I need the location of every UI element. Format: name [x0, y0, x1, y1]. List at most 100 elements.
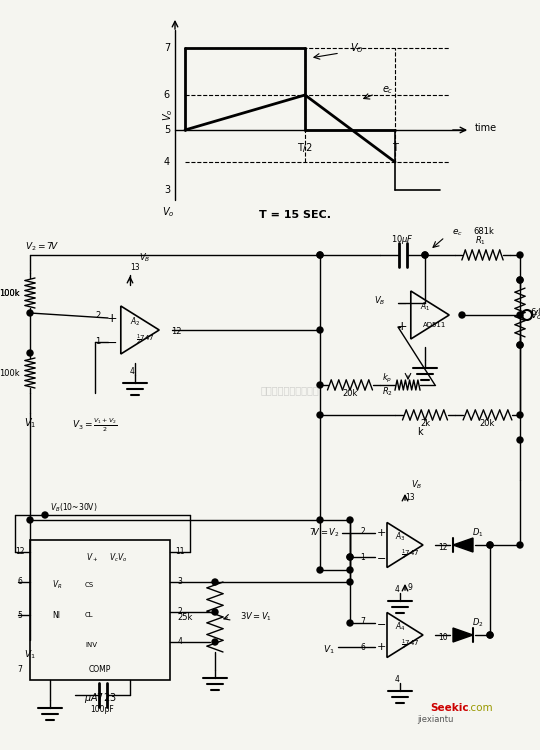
Circle shape — [422, 252, 428, 258]
Text: 25k: 25k — [178, 613, 193, 622]
Text: k: k — [417, 427, 423, 437]
Text: $V_1$: $V_1$ — [24, 416, 36, 430]
Text: $V_2=7V$: $V_2=7V$ — [25, 241, 59, 254]
Text: $V_B$: $V_B$ — [374, 295, 385, 307]
Text: INV: INV — [85, 642, 97, 648]
Text: 6.8k: 6.8k — [530, 308, 540, 317]
Circle shape — [347, 554, 353, 560]
Circle shape — [347, 517, 353, 523]
Text: $-$: $-$ — [396, 296, 408, 310]
Text: 6: 6 — [361, 643, 366, 652]
Text: T: T — [392, 143, 398, 153]
Text: $V_B$(10~30V): $V_B$(10~30V) — [50, 502, 97, 515]
Text: time: time — [475, 123, 497, 133]
Circle shape — [347, 579, 353, 585]
Text: 11: 11 — [176, 548, 185, 556]
Text: $V_+$: $V_+$ — [86, 552, 98, 564]
Text: 20k: 20k — [342, 388, 357, 398]
Circle shape — [487, 542, 493, 548]
Text: $R_1$: $R_1$ — [475, 235, 485, 248]
Text: Seekic: Seekic — [430, 703, 469, 713]
Text: $V_B$: $V_B$ — [411, 478, 423, 491]
Text: $V_3=\frac{V_1+V_2}{2}$: $V_3=\frac{V_1+V_2}{2}$ — [72, 416, 118, 434]
Text: NI: NI — [52, 610, 60, 620]
Text: 20k: 20k — [480, 419, 495, 428]
Circle shape — [317, 517, 323, 523]
Text: CL: CL — [85, 612, 93, 618]
Text: T = 15 SEC.: T = 15 SEC. — [259, 210, 331, 220]
Text: 5: 5 — [18, 610, 23, 620]
Circle shape — [317, 252, 323, 258]
Circle shape — [27, 310, 33, 316]
Circle shape — [487, 632, 493, 638]
Circle shape — [347, 620, 353, 626]
Text: $\mu A723$: $\mu A723$ — [84, 691, 117, 705]
Circle shape — [317, 567, 323, 573]
Circle shape — [422, 252, 428, 258]
Text: $e_c$: $e_c$ — [382, 84, 394, 96]
Text: 7: 7 — [164, 43, 170, 53]
Text: jiexiantu: jiexiantu — [417, 716, 453, 724]
Text: $V_cV_o$: $V_cV_o$ — [109, 552, 127, 564]
Text: +: + — [397, 320, 407, 334]
Text: $V_o$: $V_o$ — [161, 109, 175, 122]
Text: 4: 4 — [130, 368, 134, 376]
Text: 3: 3 — [178, 578, 183, 586]
Text: +: + — [376, 642, 386, 652]
Text: $D_1$: $D_1$ — [472, 526, 484, 539]
Circle shape — [212, 609, 218, 615]
Circle shape — [517, 412, 523, 418]
Text: 4: 4 — [164, 157, 170, 167]
Circle shape — [459, 312, 465, 318]
Text: $V_O$: $V_O$ — [350, 41, 364, 55]
Text: 13: 13 — [130, 263, 140, 272]
Text: $V_B$: $V_B$ — [139, 252, 151, 264]
Text: 100k: 100k — [0, 368, 20, 377]
Text: 100k: 100k — [0, 289, 20, 298]
Text: +: + — [376, 528, 386, 538]
Text: 4: 4 — [395, 586, 400, 595]
Circle shape — [42, 512, 48, 518]
Text: 2: 2 — [361, 526, 366, 536]
Text: $-$: $-$ — [376, 552, 386, 562]
Text: 9: 9 — [408, 583, 413, 592]
Text: $10\mu F$: $10\mu F$ — [390, 232, 414, 245]
Text: $V_1$: $V_1$ — [24, 649, 36, 662]
Text: +: + — [107, 311, 117, 325]
Text: 7: 7 — [361, 616, 366, 626]
Circle shape — [212, 639, 218, 645]
Text: $-$: $-$ — [376, 618, 386, 628]
Text: $A_3$: $A_3$ — [395, 531, 406, 543]
Text: $V_o$: $V_o$ — [530, 308, 540, 322]
Polygon shape — [453, 538, 473, 552]
Text: COMP: COMP — [89, 665, 111, 674]
Text: $D_2$: $D_2$ — [472, 616, 484, 629]
Circle shape — [317, 252, 323, 258]
Text: CS: CS — [85, 582, 94, 588]
Text: $e_c$: $e_c$ — [452, 228, 463, 238]
Circle shape — [347, 554, 353, 560]
Text: 1: 1 — [96, 338, 100, 346]
Text: $\frac{1}{2}747$: $\frac{1}{2}747$ — [401, 638, 420, 652]
Text: 13: 13 — [405, 493, 415, 502]
Text: .com: .com — [468, 703, 494, 713]
Circle shape — [317, 327, 323, 333]
Text: 4: 4 — [395, 676, 400, 685]
Polygon shape — [453, 628, 473, 642]
Circle shape — [517, 312, 523, 318]
Text: $-$: $-$ — [106, 335, 118, 349]
Text: $A_1$: $A_1$ — [420, 301, 430, 313]
Text: 杭州将睿科技有限公司: 杭州将睿科技有限公司 — [261, 385, 319, 395]
Text: $V_R$: $V_R$ — [52, 579, 63, 591]
Circle shape — [317, 382, 323, 388]
Text: 6: 6 — [18, 578, 23, 586]
Text: $\frac{1}{2}747$: $\frac{1}{2}747$ — [401, 548, 420, 562]
Text: $k_p$: $k_p$ — [382, 371, 392, 385]
Bar — [30, 540, 170, 680]
Text: 10: 10 — [438, 632, 448, 641]
Circle shape — [27, 350, 33, 356]
Circle shape — [517, 542, 523, 548]
Text: $7V=V_2$: $7V=V_2$ — [309, 526, 340, 539]
Text: 5: 5 — [164, 125, 170, 135]
Text: 3: 3 — [164, 185, 170, 195]
